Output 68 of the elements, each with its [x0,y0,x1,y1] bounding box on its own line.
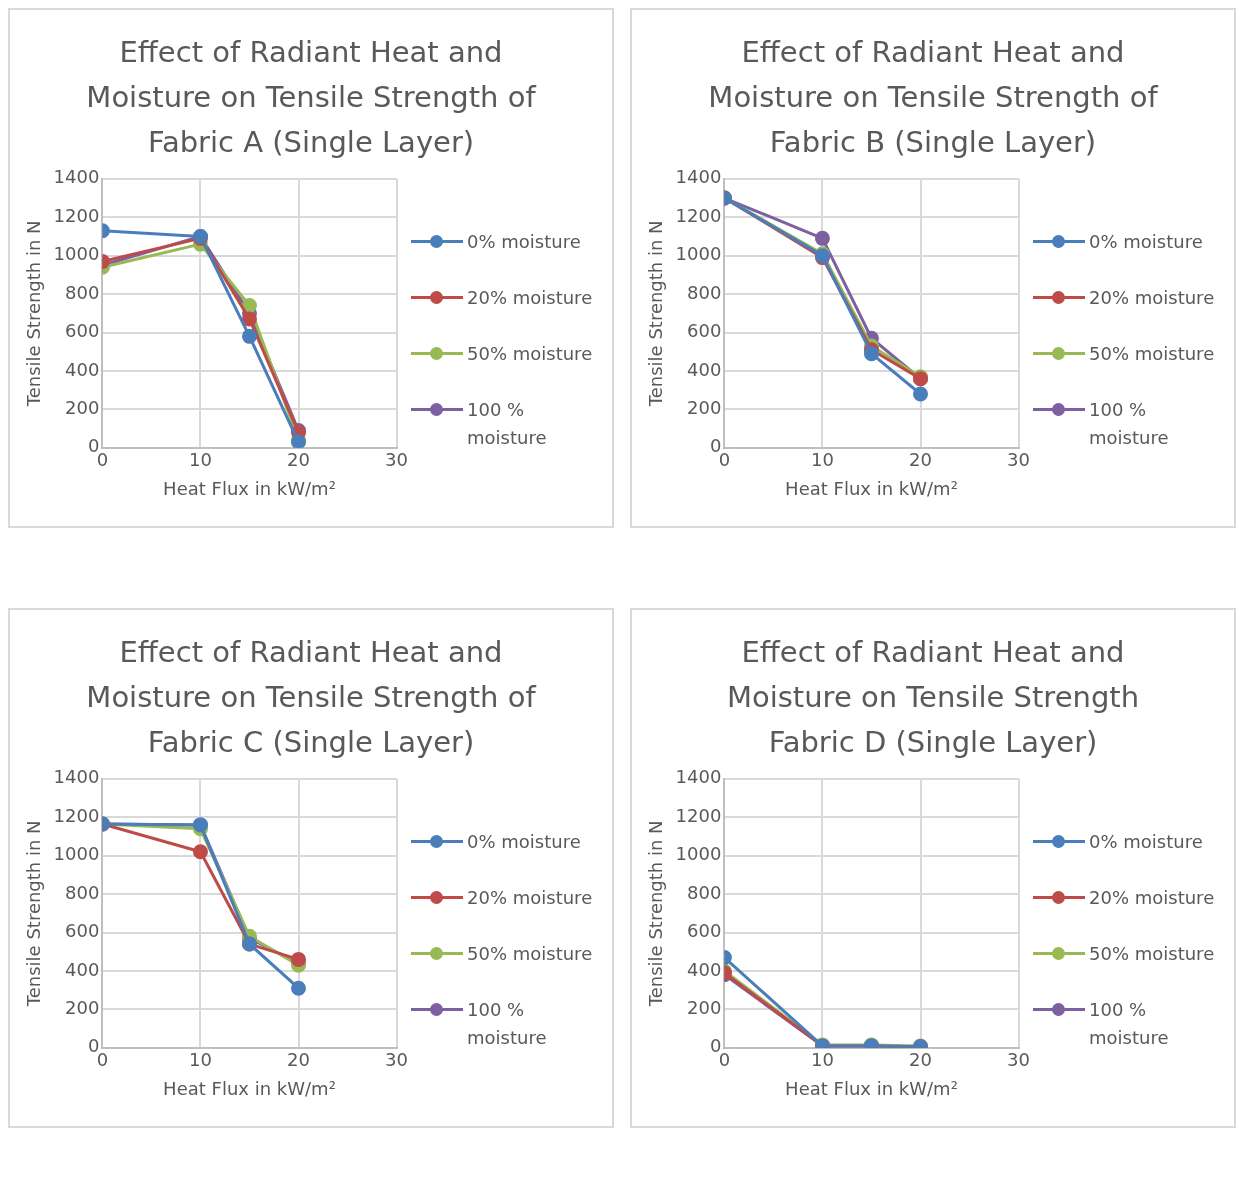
legend-label: 0% moisture [1088,830,1204,854]
y-tick-label: 600 [65,920,100,942]
x-tick-label: 10 [811,449,834,471]
legend-label: 100 % moisture [466,998,548,1050]
y-tick-label: 600 [65,320,100,342]
y-tick-label: 600 [687,920,722,942]
y-tick-label: 200 [687,997,722,1019]
x-axis-title: Heat Flux in kW/m² [163,1077,336,1099]
y-tick-label: 1000 [675,843,722,865]
chart-title: Effect of Radiant Heat and Moisture on Tensile Strength Fabric D (Single Layer) [725,634,1141,761]
legend-label: 20% moisture [1088,886,1216,910]
y-axis-title: Tensile Strength in N [645,220,667,408]
y-tick-label: 1200 [675,804,722,826]
legend-label: 50% moisture [466,342,594,366]
y-tick-label: 1400 [675,766,722,788]
legend-label: 20% moisture [1088,286,1216,310]
x-tick-label: 30 [1007,449,1030,471]
chart-title: Effect of Radiant Heat and Moisture on Tensile Strength of Fabric C (Single Layer) [85,634,538,761]
y-tick-label: 600 [687,320,722,342]
legend-label: 100 % moisture [1088,398,1170,450]
y-tick-label: 1400 [53,166,100,188]
y-axis-title: Tensile Strength in N [23,220,45,408]
x-tick-label: 30 [385,1049,408,1071]
y-tick-label: 1200 [53,804,100,826]
chart-title: Effect of Radiant Heat and Moisture on Tensile Strength of Fabric A (Single Layer) [85,34,538,161]
legend-label: 0% moisture [466,230,582,254]
y-tick-label: 800 [65,281,100,303]
x-tick-label: 20 [287,1049,310,1071]
y-tick-label: 1000 [53,843,100,865]
y-axis-title: Tensile Strength in N [23,820,45,1008]
chart-title: Effect of Radiant Heat and Moisture on Tensile Strength of Fabric B (Single Layer) [707,34,1160,161]
x-tick-label: 30 [385,449,408,471]
y-tick-label: 1400 [675,166,722,188]
x-axis-title: Heat Flux in kW/m² [785,477,958,499]
y-axis-title: Tensile Strength in N [645,820,667,1008]
y-tick-label: 400 [687,358,722,380]
y-tick-label: 800 [687,281,722,303]
legend-label: 0% moisture [1088,230,1204,254]
y-tick-label: 800 [687,881,722,903]
y-tick-label: 400 [65,358,100,380]
y-tick-label: 1000 [675,243,722,265]
y-tick-label: 1000 [53,243,100,265]
y-tick-label: 200 [65,397,100,419]
y-tick-label: 800 [65,881,100,903]
x-axis-title: Heat Flux in kW/m² [163,477,336,499]
y-tick-label: 200 [65,997,100,1019]
legend-label: 50% moisture [1088,342,1216,366]
y-tick-label: 400 [687,958,722,980]
x-tick-label: 10 [189,449,212,471]
y-tick-label: 400 [65,958,100,980]
x-tick-label: 30 [1007,1049,1030,1071]
y-tick-label: 1200 [53,204,100,226]
legend-label: 50% moisture [1088,942,1216,966]
x-tick-label: 20 [287,449,310,471]
y-tick-label: 1400 [53,766,100,788]
legend-label: 100 % moisture [466,398,548,450]
x-axis-title: Heat Flux in kW/m² [785,1077,958,1099]
legend-label: 20% moisture [466,286,594,310]
legend-label: 20% moisture [466,886,594,910]
x-tick-label: 20 [909,449,932,471]
x-tick-label: 10 [189,1049,212,1071]
legend-label: 0% moisture [466,830,582,854]
legend-label: 100 % moisture [1088,998,1170,1050]
y-tick-label: 1200 [675,204,722,226]
x-tick-label: 10 [811,1049,834,1071]
legend-label: 50% moisture [466,942,594,966]
x-tick-label: 20 [909,1049,932,1071]
y-tick-label: 200 [687,397,722,419]
